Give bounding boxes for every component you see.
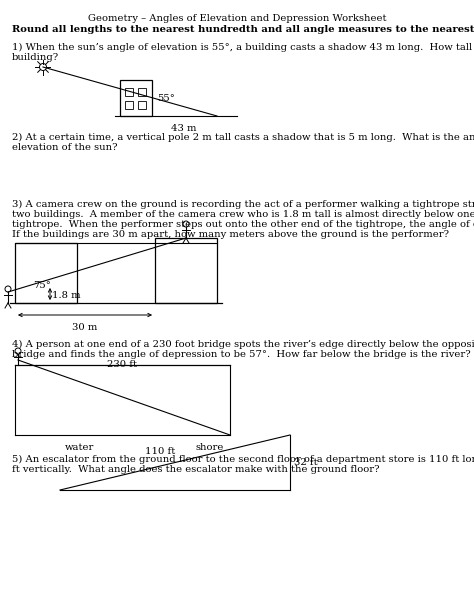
Text: 5) An escalator from the ground floor to the second floor of a department store : 5) An escalator from the ground floor to… (12, 455, 474, 464)
Bar (138, 101, 146, 109)
Text: 32 ft: 32 ft (294, 458, 318, 467)
Text: bridge and finds the angle of depression to be 57°.  How far below the bridge is: bridge and finds the angle of depression… (12, 350, 471, 359)
Text: 2) At a certain time, a vertical pole 2 m tall casts a shadow that is 5 m long. : 2) At a certain time, a vertical pole 2 … (12, 133, 474, 142)
Bar (138, 88, 146, 96)
Text: elevation of the sun?: elevation of the sun? (12, 143, 118, 152)
Bar (120, 80, 152, 116)
Text: 3) A camera crew on the ground is recording the act of a performer walking a tig: 3) A camera crew on the ground is record… (12, 200, 474, 209)
Text: 230 ft: 230 ft (108, 360, 137, 369)
Circle shape (39, 64, 46, 70)
Text: water: water (65, 443, 95, 452)
Text: shore: shore (196, 443, 224, 452)
Circle shape (15, 348, 21, 354)
Text: 55°: 55° (157, 94, 175, 103)
Text: If the buildings are 30 m apart, how many meters above the ground is the perform: If the buildings are 30 m apart, how man… (12, 230, 449, 239)
Text: building?: building? (12, 53, 59, 62)
Circle shape (183, 221, 189, 227)
Text: 30 m: 30 m (73, 323, 98, 332)
Text: ft vertically.  What angle does the escalator make with the ground floor?: ft vertically. What angle does the escal… (12, 465, 380, 474)
Text: 110 ft: 110 ft (145, 447, 175, 457)
Bar (125, 88, 133, 96)
Text: 75°: 75° (33, 281, 51, 290)
Bar (15, 243, 77, 303)
Text: Geometry – Angles of Elevation and Depression Worksheet: Geometry – Angles of Elevation and Depre… (88, 14, 386, 23)
Text: tightrope.  When the performer steps out onto the other end of the tightrope, th: tightrope. When the performer steps out … (12, 220, 474, 229)
Text: 4) A person at one end of a 230 foot bridge spots the river’s edge directly belo: 4) A person at one end of a 230 foot bri… (12, 340, 474, 349)
Text: Round all lengths to the nearest hundredth and all angle measures to the nearest: Round all lengths to the nearest hundred… (12, 25, 474, 34)
Text: 1.8 m: 1.8 m (52, 291, 81, 300)
Text: 1) When the sun’s angle of elevation is 55°, a building casts a shadow 43 m long: 1) When the sun’s angle of elevation is … (12, 43, 474, 52)
Bar (125, 101, 133, 109)
Text: 43 m: 43 m (171, 124, 197, 133)
Bar (155, 238, 217, 303)
Circle shape (5, 286, 11, 292)
Text: two buildings.  A member of the camera crew who is 1.8 m tall is almost directly: two buildings. A member of the camera cr… (12, 210, 474, 219)
